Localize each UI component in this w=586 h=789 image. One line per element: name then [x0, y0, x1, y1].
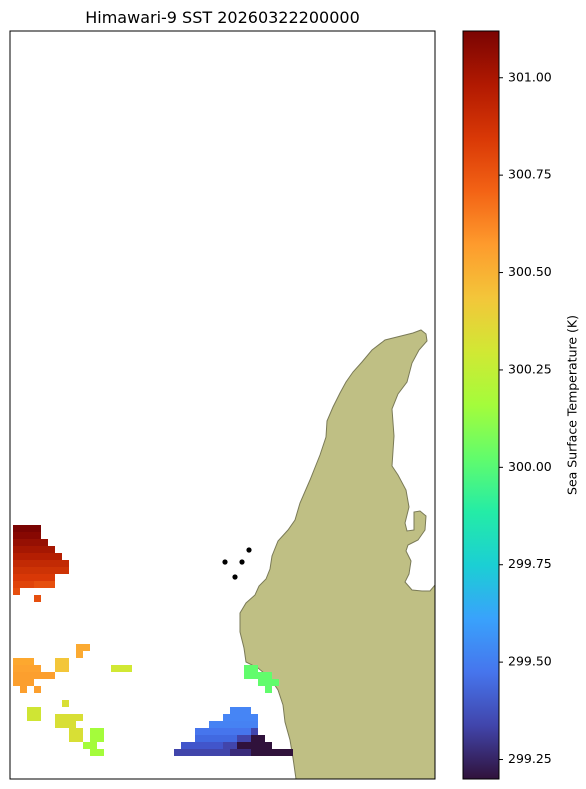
sst-pixel: [230, 749, 251, 756]
sst-pixel: [90, 728, 104, 742]
map-frame: [9, 30, 436, 780]
colorbar-label: Sea Surface Temperature (K): [565, 315, 580, 495]
colorbar: 299.25 299.50 299.75 300.00 300.25 300.50 300.…: [462, 30, 580, 780]
colorbar-tick-label: 299.75: [508, 556, 552, 571]
sst-pixel: [69, 728, 83, 735]
sst-pixel: [209, 721, 258, 728]
sst-pixel: [237, 735, 251, 742]
colorbar-gradient: [462, 30, 500, 780]
sst-pixel: [13, 588, 20, 595]
station-dot: [222, 559, 228, 565]
sst-pixel: [76, 644, 90, 651]
sst-pixel: [13, 581, 34, 588]
sst-pixel: [195, 735, 237, 742]
sst-pixel: [13, 679, 34, 686]
sst-pixel: [223, 742, 237, 749]
sst-pixel: [195, 728, 251, 735]
colorbar-tick-label: 299.50: [508, 654, 552, 669]
sst-pixel: [34, 581, 55, 588]
colorbar-ticks: 299.25 299.50 299.75 300.00 300.25 300.50 300.…: [499, 69, 552, 766]
colorbar-tick-label: 300.00: [508, 459, 552, 474]
sst-pixel: [69, 735, 83, 742]
sst-pixel: [223, 714, 258, 721]
sst-pixel: [55, 714, 83, 721]
sst-pixel: [244, 672, 258, 679]
sst-pixel: [13, 665, 41, 672]
sst-pixel: [174, 749, 230, 756]
station-dot: [246, 547, 252, 553]
colorbar-tick-label: 301.00: [508, 69, 552, 84]
station-dot: [239, 559, 245, 565]
sst-pixel: [265, 686, 272, 693]
sst-pixel: [237, 742, 265, 749]
sst-pixel: [111, 665, 132, 672]
sst-pixel: [27, 707, 41, 721]
sst-pixel: [13, 567, 69, 574]
landmass: [239, 329, 435, 779]
sst-pixel: [13, 532, 41, 539]
sst-pixel: [62, 700, 69, 707]
sst-pixel: [13, 539, 48, 546]
sst-pixel: [13, 525, 41, 532]
sst-pixel: [34, 595, 41, 602]
sst-pixel: [13, 546, 55, 553]
sst-pixel: [55, 658, 69, 672]
sst-pixel: [90, 749, 104, 756]
sst-pixel: [181, 742, 223, 749]
sst-pixel: [265, 742, 272, 749]
sst-pixel: [258, 672, 272, 679]
sst-pixel: [251, 735, 265, 742]
sst-pixel: [20, 686, 27, 693]
sst-pixel: [251, 728, 258, 735]
sst-pixel: [244, 665, 258, 672]
sst-pixel: [13, 574, 55, 581]
sst-pixel: [55, 721, 76, 728]
sst-pixel: [76, 651, 83, 658]
sst-pixel: [13, 560, 69, 567]
map-panel: [10, 31, 435, 779]
sst-pixel: [251, 749, 293, 756]
sst-pixel: [13, 672, 55, 679]
colorbar-tick-label: 300.75: [508, 167, 552, 182]
colorbar-tick-label: 300.50: [508, 264, 552, 279]
sst-pixel: [34, 686, 41, 693]
sst-pixel: [83, 742, 97, 749]
colorbar-tick-label: 299.25: [508, 751, 552, 766]
station-dot: [232, 574, 238, 580]
sst-pixel: [13, 553, 62, 560]
sst-pixel: [258, 679, 279, 686]
sst-pixels: [13, 525, 293, 756]
colorbar-tick-label: 300.25: [508, 361, 552, 376]
map-title: Himawari-9 SST 20260322200000: [85, 8, 360, 27]
sst-pixel: [230, 707, 251, 714]
sst-pixel: [13, 658, 34, 665]
